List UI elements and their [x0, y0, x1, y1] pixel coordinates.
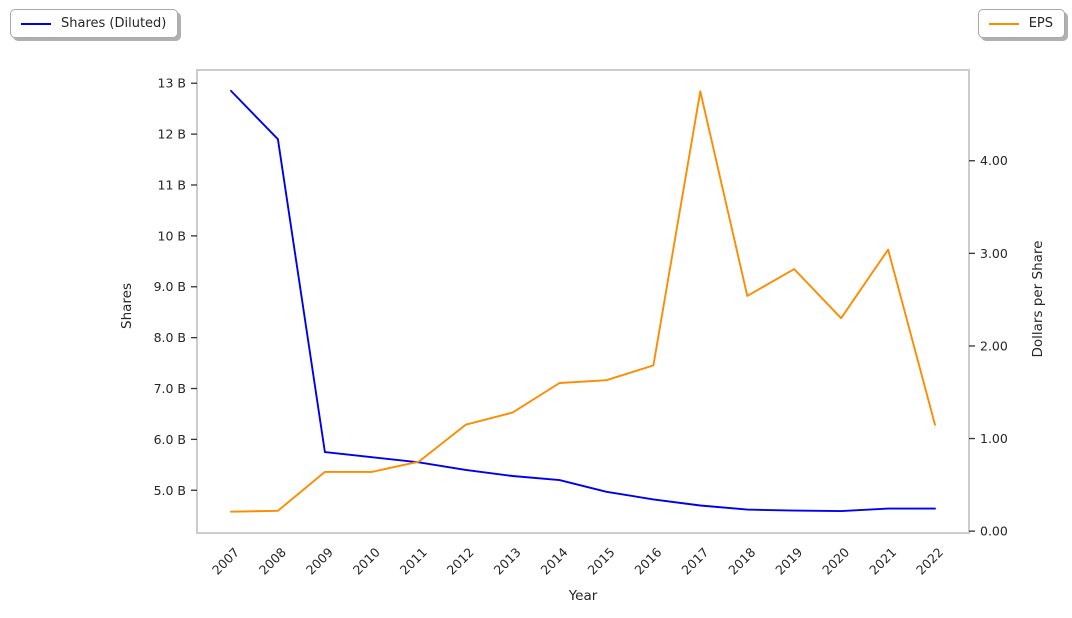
right-tick-label: 4.00	[980, 153, 1008, 168]
x-tick-label: 2014	[538, 544, 571, 577]
x-tick-label: 2013	[491, 545, 524, 578]
left-tick-label: 11 B	[158, 177, 186, 192]
legend-label-shares: Shares (Diluted)	[61, 16, 167, 31]
right-tick-label: 1.00	[980, 431, 1008, 446]
x-tick-label: 2010	[350, 544, 383, 577]
left-tick-label: 8.0 B	[154, 330, 186, 345]
x-tick-label: 2016	[631, 544, 664, 577]
legend-line-sample-eps	[988, 22, 1019, 25]
x-tick-label: 2008	[256, 544, 289, 577]
left-tick-label: 7.0 B	[154, 381, 186, 396]
x-tick-label: 2018	[725, 544, 758, 577]
plot-area	[196, 69, 970, 534]
series-line-eps	[230, 90, 936, 513]
right-tick-label: 3.00	[980, 246, 1008, 261]
left-tick-label: 10 B	[158, 228, 186, 243]
x-tick-label: 2011	[397, 545, 430, 578]
x-tick-label: 2022	[913, 545, 946, 578]
right-tick-label: 0.00	[980, 524, 1008, 539]
x-tick-label: 2015	[584, 545, 617, 578]
series-line-shares-diluted	[230, 89, 936, 513]
left-tick-label: 9.0 B	[154, 279, 186, 294]
legend-eps: EPS	[977, 9, 1065, 38]
x-tick-label: 2019	[772, 544, 805, 577]
x-tick-label: 2017	[678, 545, 711, 578]
legend-shares-diluted: Shares (Diluted)	[10, 9, 179, 38]
left-tick-label: 6.0 B	[154, 432, 186, 447]
right-tick-label: 2.00	[980, 338, 1008, 353]
x-tick-label: 2021	[866, 545, 899, 578]
legend-line-sample-shares	[21, 22, 51, 25]
x-tick-label: 2009	[303, 544, 336, 577]
x-tick-label: 2007	[209, 545, 242, 578]
x-tick-label: 2020	[819, 544, 852, 577]
left-tick-label: 5.0 B	[154, 483, 186, 498]
left-tick-label: 13 B	[158, 76, 186, 91]
legend-label-eps: EPS	[1028, 16, 1053, 31]
left-tick-label: 12 B	[158, 127, 186, 142]
x-tick-label: 2012	[444, 545, 477, 578]
